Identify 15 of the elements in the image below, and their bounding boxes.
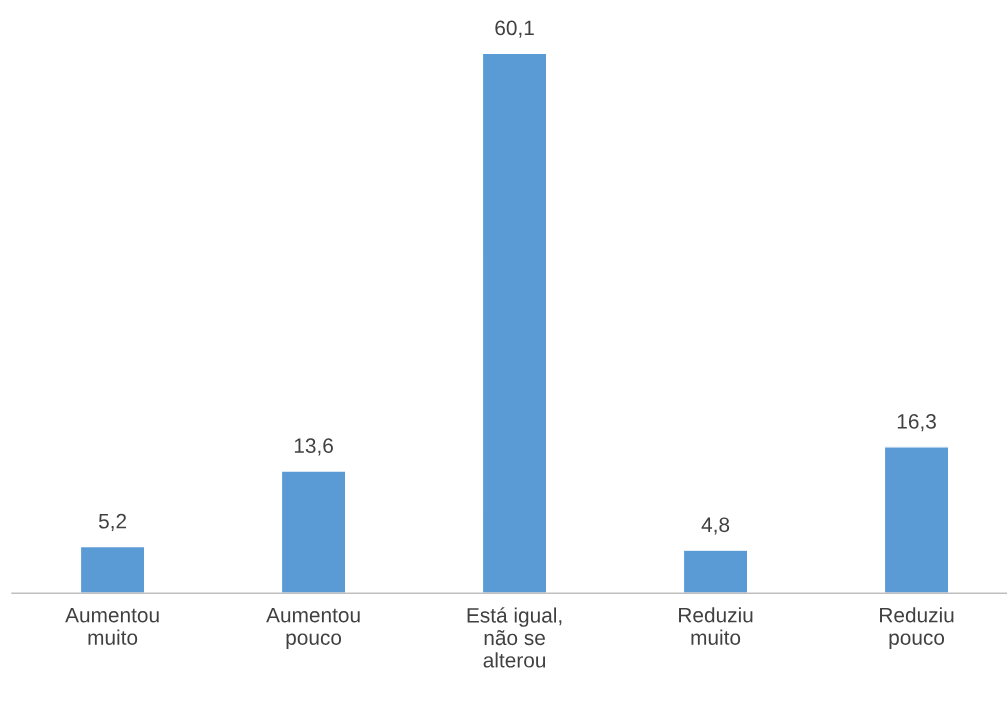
data-label: 13,6 xyxy=(294,438,333,456)
data-label: 16,3 xyxy=(897,414,936,432)
x-tick-label: Aumentou pouco xyxy=(266,607,360,650)
data-label: 60,1 xyxy=(495,20,534,38)
data-label: 5,2 xyxy=(98,513,127,532)
bar xyxy=(682,549,749,594)
x-tick-label: Reduziu muito xyxy=(679,607,753,645)
x-tick-label: Aumentou muito xyxy=(65,607,159,645)
bar xyxy=(280,470,347,594)
bar xyxy=(883,446,950,594)
data-label: 4,8 xyxy=(701,517,730,535)
x-tick-label: Está igual, não se alterou xyxy=(467,607,562,668)
bar xyxy=(79,545,146,594)
bar xyxy=(481,52,548,594)
x-tick-label: Reduziu pouco xyxy=(880,607,954,650)
